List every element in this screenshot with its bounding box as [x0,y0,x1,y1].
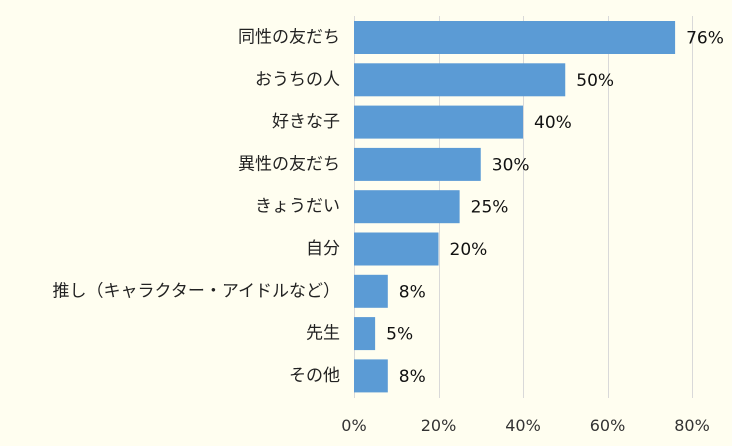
category-label: 自分 [306,239,340,259]
bar [354,274,388,308]
category-label: 異性の友だち [238,154,340,174]
category-label: おうちの人 [255,70,340,90]
x-axis-tick-labels: 0% 20% 40% 60% 80% [341,416,709,435]
bar [354,232,439,266]
bar [354,21,676,54]
category-label: 同性の友だち [238,28,340,48]
bar [354,359,388,393]
x-tick-label: 0% [341,416,366,435]
category-label: 先生 [306,324,340,344]
x-tick-label: 40% [505,416,541,435]
value-label: 20% [450,240,488,260]
value-label: 30% [492,155,530,175]
value-labels: 76% 50% 40% 30% 25% 20% 8% 5% 8% [386,29,724,387]
category-label: その他 [289,366,340,386]
bar [354,190,460,224]
category-label: 推し（キャラクター・アイドルなど） [53,281,340,301]
x-tick-label: 60% [590,416,626,435]
value-label: 8% [399,367,426,387]
value-label: 8% [399,282,426,302]
value-label: 50% [576,71,614,91]
value-label: 5% [386,325,413,345]
category-label: 好きな子 [272,112,340,132]
value-label: 25% [471,198,509,218]
bar [354,317,376,351]
value-label: 76% [686,29,724,49]
bar [354,147,481,181]
bars [354,21,676,393]
x-tick-label: 80% [674,416,710,435]
x-tick-label: 20% [421,416,457,435]
category-labels: 同性の友だちおうちの人好きな子異性の友だちきょうだい自分推し（キャラクター・アイ… [53,28,340,386]
value-label: 40% [534,113,572,133]
category-label: きょうだい [255,197,340,217]
bar [354,63,566,97]
bar [354,105,523,139]
